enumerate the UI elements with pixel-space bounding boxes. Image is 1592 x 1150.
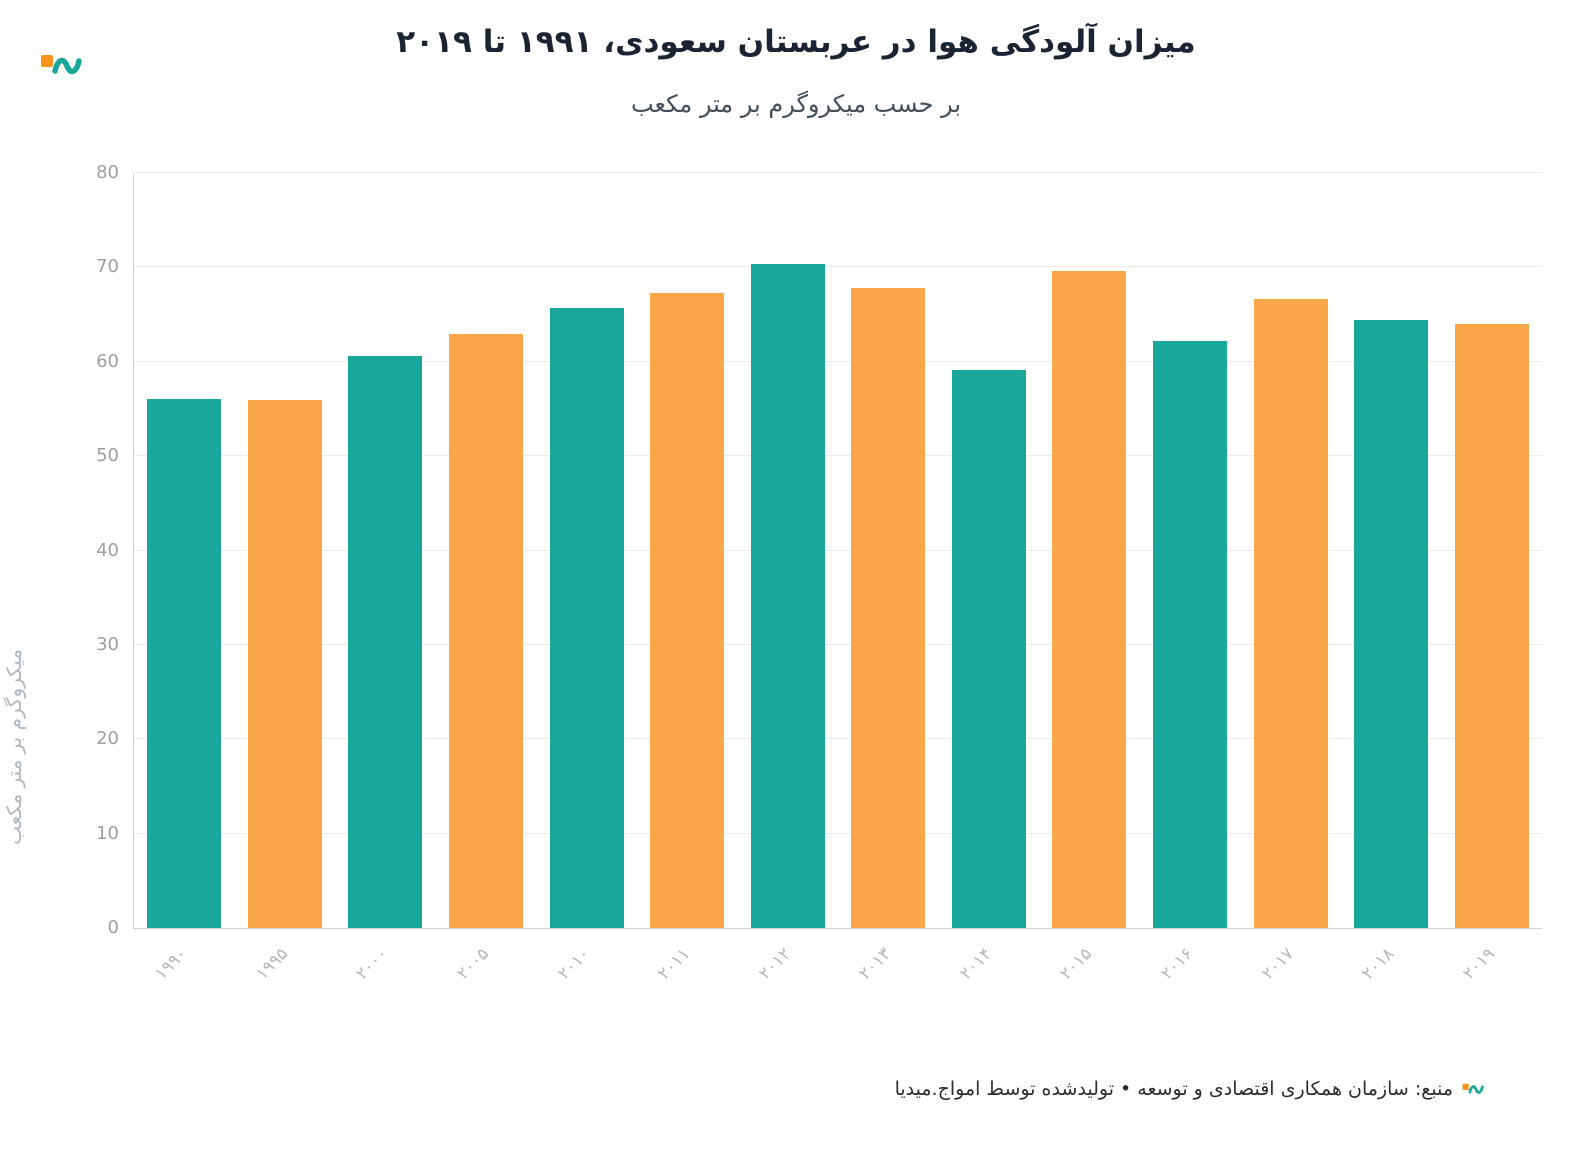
bar-2010	[549, 307, 624, 928]
y-tick-label-70: 70	[96, 256, 119, 278]
x-tick-label-2012: ۲۰۱۲	[754, 944, 795, 984]
y-tick-label-20: 20	[96, 728, 119, 750]
gridline-30	[134, 643, 1542, 645]
gridline-70	[134, 266, 1542, 268]
bar-2014	[951, 370, 1026, 928]
bar-2000	[348, 356, 423, 928]
x-tick-label-2015: ۲۰۱۵	[1056, 944, 1097, 984]
x-tick-label-2018: ۲۰۱۸	[1358, 944, 1399, 984]
y-tick-label-0: 0	[107, 917, 119, 938]
y-tick-label-60: 60	[96, 350, 119, 372]
x-tick-label-2016: ۲۰۱۶	[1157, 944, 1198, 984]
brand-logo	[40, 50, 86, 84]
y-tick-label-50: 50	[96, 445, 119, 467]
source-logo-icon	[1462, 1083, 1484, 1094]
y-tick-label-80: 80	[96, 162, 119, 183]
gridline-10	[134, 832, 1542, 834]
y-tick-label-10: 10	[96, 822, 119, 844]
chart-subtitle: بر حسب میکروگرم بر متر مکعب	[630, 90, 962, 118]
x-tick-label-2010: ۲۰۱۰	[553, 944, 594, 984]
bar-2012	[750, 263, 825, 928]
bar-2013	[851, 288, 926, 928]
gridline-60	[134, 360, 1542, 362]
bar-2015	[1052, 271, 1127, 928]
x-tick-label-1995: ۱۹۹۵	[252, 944, 292, 984]
x-tick-label-2013: ۲۰۱۳	[855, 944, 896, 984]
gridline-20	[134, 738, 1542, 740]
gridline-40	[134, 549, 1542, 551]
source-line: منبع: سازمان همکاری اقتصادی و توسعه • تو…	[895, 1078, 1486, 1100]
bar-1995	[247, 399, 322, 928]
y-tick-label-40: 40	[96, 539, 119, 561]
bar-2016	[1153, 341, 1227, 928]
plot-area	[133, 172, 1542, 929]
bar-2011	[650, 292, 725, 928]
bar-2005	[449, 334, 523, 928]
x-tick-label-2011: ۲۰۱۱	[654, 944, 695, 984]
y-tick-label-30: 30	[96, 633, 119, 655]
bar-2018	[1354, 320, 1429, 928]
chart-title: میزان آلودگی هوا در عربستان سعودی، ۱۹۹۱ …	[396, 24, 1196, 60]
x-tick-label-2017: ۲۰۱۷	[1257, 944, 1298, 984]
gridline-80	[134, 172, 1542, 173]
x-tick-label-2014: ۲۰۱۴	[956, 944, 996, 984]
x-tick-label-2000: ۲۰۰۰	[352, 944, 393, 984]
x-tick-label-2019: ۲۰۱۹	[1458, 944, 1499, 984]
source-text: منبع: سازمان همکاری اقتصادی و توسعه • تو…	[894, 1078, 1453, 1100]
bar-2019	[1454, 324, 1529, 928]
x-tick-label-1990: ۱۹۹۰	[151, 944, 192, 984]
gridline-50	[134, 455, 1542, 457]
brand-logo-icon	[41, 55, 82, 75]
bar-2017	[1253, 299, 1328, 928]
x-tick-label-2005: ۲۰۰۵	[453, 944, 494, 984]
bar-1990	[147, 398, 222, 928]
